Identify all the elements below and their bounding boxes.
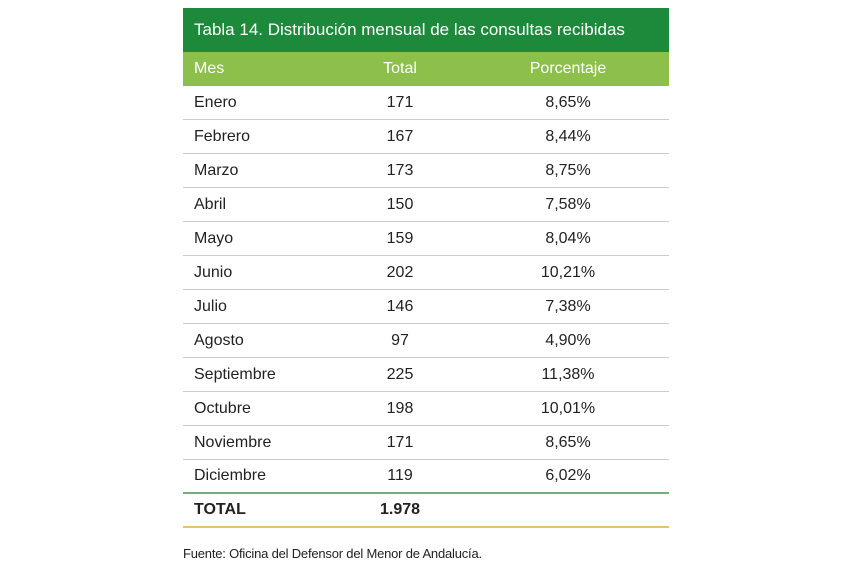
cell-mes: Diciembre — [194, 467, 267, 484]
cell-total: 167 — [386, 127, 414, 145]
cell-total: 171 — [386, 433, 414, 451]
table-row: Abril 150 7,58% — [183, 188, 669, 222]
header-mes: Mes — [194, 60, 225, 77]
cell-porcentaje: 10,01% — [540, 399, 596, 417]
table-row: Noviembre 171 8,65% — [183, 426, 669, 460]
cell-mes: Febrero — [194, 127, 251, 145]
cell-porcentaje: 8,75% — [545, 161, 591, 179]
cell-porcentaje: 8,04% — [545, 229, 591, 247]
table-row: Septiembre 225 11,38% — [183, 358, 669, 392]
table-row: Mayo 159 8,04% — [183, 222, 669, 256]
cell-mes: Junio — [194, 263, 233, 281]
table-total-row: TOTAL 1.978 — [183, 494, 669, 528]
cell-porcentaje: 10,21% — [540, 263, 596, 281]
cell-porcentaje: 4,90% — [545, 331, 591, 349]
cell-total: 171 — [386, 93, 414, 111]
table-row: Marzo 173 8,75% — [183, 154, 669, 188]
table-header-row: Mes Total Porcentaje — [183, 52, 669, 86]
data-table: Tabla 14. Distribución mensual de las co… — [183, 8, 669, 528]
total-label: TOTAL — [194, 501, 246, 518]
cell-total: 159 — [386, 229, 414, 247]
cell-mes: Septiembre — [194, 365, 276, 383]
cell-mes: Mayo — [194, 229, 234, 247]
header-porcentaje: Porcentaje — [529, 60, 607, 77]
table-row: Diciembre 119 6,02% — [183, 460, 669, 494]
cell-mes: Agosto — [194, 331, 244, 349]
cell-total: 146 — [386, 297, 414, 315]
cell-total: 119 — [387, 467, 413, 484]
source-note: Fuente: Oficina del Defensor del Menor d… — [183, 546, 482, 561]
table-row: Febrero 167 8,44% — [183, 120, 669, 154]
cell-total: 225 — [386, 365, 414, 383]
cell-total: 173 — [386, 161, 414, 179]
table-row: Octubre 198 10,01% — [183, 392, 669, 426]
cell-total: 150 — [386, 195, 414, 213]
cell-mes: Abril — [194, 195, 227, 213]
cell-porcentaje: 11,38% — [541, 365, 595, 383]
cell-mes: Noviembre — [194, 433, 272, 451]
cell-porcentaje: 6,02% — [545, 467, 591, 484]
cell-porcentaje: 7,38% — [545, 297, 591, 315]
cell-porcentaje: 8,65% — [545, 93, 591, 111]
table-title: Tabla 14. Distribución mensual de las co… — [183, 8, 669, 52]
table-row: Enero 171 8,65% — [183, 86, 669, 120]
cell-mes: Julio — [194, 297, 227, 315]
cell-porcentaje: 8,65% — [545, 433, 591, 451]
cell-mes: Octubre — [194, 399, 251, 417]
cell-total: 202 — [386, 263, 414, 281]
header-total: Total — [383, 60, 417, 77]
cell-mes: Marzo — [194, 161, 239, 179]
total-value: 1.978 — [379, 501, 421, 518]
cell-mes: Enero — [194, 93, 237, 111]
table-row: Julio 146 7,38% — [183, 290, 669, 324]
table-row: Junio 202 10,21% — [183, 256, 669, 290]
table-row: Agosto 97 4,90% — [183, 324, 669, 358]
cell-total: 97 — [391, 331, 409, 349]
cell-total: 198 — [386, 399, 414, 417]
cell-porcentaje: 7,58% — [545, 195, 591, 213]
cell-porcentaje: 8,44% — [545, 127, 591, 145]
